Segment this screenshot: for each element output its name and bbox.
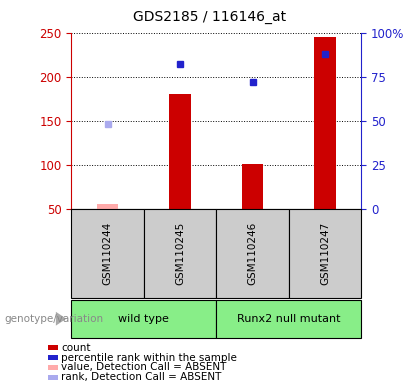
Text: value, Detection Call = ABSENT: value, Detection Call = ABSENT — [61, 362, 226, 372]
Text: count: count — [61, 343, 90, 353]
Text: GSM110247: GSM110247 — [320, 222, 330, 285]
Bar — [97, 204, 118, 209]
Text: Runx2 null mutant: Runx2 null mutant — [237, 314, 341, 324]
Text: GSM110244: GSM110244 — [102, 222, 113, 285]
Text: rank, Detection Call = ABSENT: rank, Detection Call = ABSENT — [61, 372, 221, 382]
Text: GSM110246: GSM110246 — [247, 222, 257, 285]
Text: percentile rank within the sample: percentile rank within the sample — [61, 353, 237, 362]
Text: wild type: wild type — [118, 314, 169, 324]
Text: GSM110245: GSM110245 — [175, 222, 185, 285]
Text: GDS2185 / 116146_at: GDS2185 / 116146_at — [134, 10, 286, 23]
Text: genotype/variation: genotype/variation — [4, 314, 103, 324]
Bar — [169, 94, 191, 209]
Bar — [241, 164, 263, 209]
Bar — [314, 37, 336, 209]
